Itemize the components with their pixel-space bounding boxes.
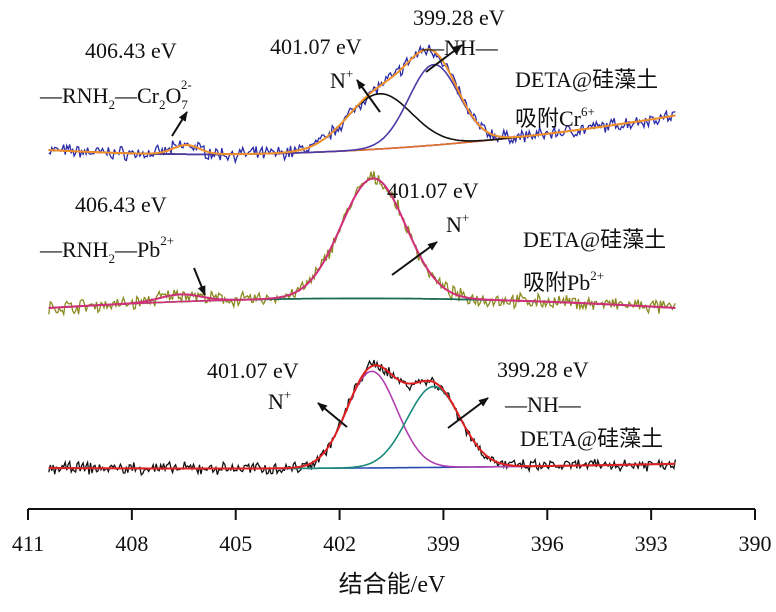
raw-spectrum xyxy=(48,359,677,477)
bot-peak2-group: —NH— xyxy=(504,392,582,417)
x-tick-label: 399 xyxy=(427,531,460,556)
bot-peak2-arrow xyxy=(447,397,489,429)
x-tick-label: 405 xyxy=(219,531,252,556)
top-peak2-arrow xyxy=(356,79,381,113)
bot-peak1-value: 401.07 eV xyxy=(207,358,299,383)
x-axis-title: 结合能/eV xyxy=(339,571,446,598)
panel-pb-adsorbed xyxy=(48,171,676,317)
top-peak3-arrow xyxy=(425,44,463,73)
top-peak2-group: N+ xyxy=(330,66,353,93)
mid-peak1-value: 406.43 eV xyxy=(75,192,167,217)
mid-peak2-value: 401.07 eV xyxy=(387,178,479,203)
mid-peak1-arrow xyxy=(193,267,206,296)
x-tick-label: 396 xyxy=(531,531,564,556)
x-tick-label: 411 xyxy=(12,531,44,556)
x-tick-label: 408 xyxy=(115,531,148,556)
top-peak2-value: 401.07 eV xyxy=(270,34,362,59)
mid-peak2-group: N+ xyxy=(446,210,469,237)
fitted-envelope xyxy=(48,364,676,470)
mid-peak1-group: —RNH2—Pb2+ xyxy=(39,233,174,266)
fitted-envelope xyxy=(48,48,676,156)
mid-sample-label-1: DETA@硅藻土 xyxy=(523,227,666,252)
top-sample-label-2: 吸附Cr6+ xyxy=(515,104,595,131)
bot-peak1-arrow xyxy=(317,402,348,428)
top-peak1-arrow xyxy=(171,111,188,137)
x-tick-label: 393 xyxy=(635,531,668,556)
bot-peak2-value: 399.28 eV xyxy=(497,357,589,382)
top-peak3-value: 399.28 eV xyxy=(413,5,505,30)
bot-peak1-group: N+ xyxy=(268,387,291,414)
top-peak1-group: —RNH2—Cr2O72- xyxy=(39,77,192,112)
component-peak xyxy=(48,370,676,470)
panel-pristine xyxy=(48,359,677,477)
top-sample-label-1: DETA@硅藻土 xyxy=(515,67,658,92)
panel-cr-adsorbed xyxy=(48,44,676,165)
mid-peak2-arrow xyxy=(391,241,438,276)
bot-sample-label-1: DETA@硅藻土 xyxy=(520,426,663,451)
x-tick-label: 390 xyxy=(739,531,772,556)
x-tick-label: 402 xyxy=(323,531,356,556)
fitted-envelope xyxy=(48,177,676,309)
top-peak1-value: 406.43 eV xyxy=(85,38,177,63)
x-axis: 411 408 405 402 399 396 393 390 xyxy=(12,508,772,556)
mid-sample-label-2: 吸附Pb2+ xyxy=(523,268,604,295)
